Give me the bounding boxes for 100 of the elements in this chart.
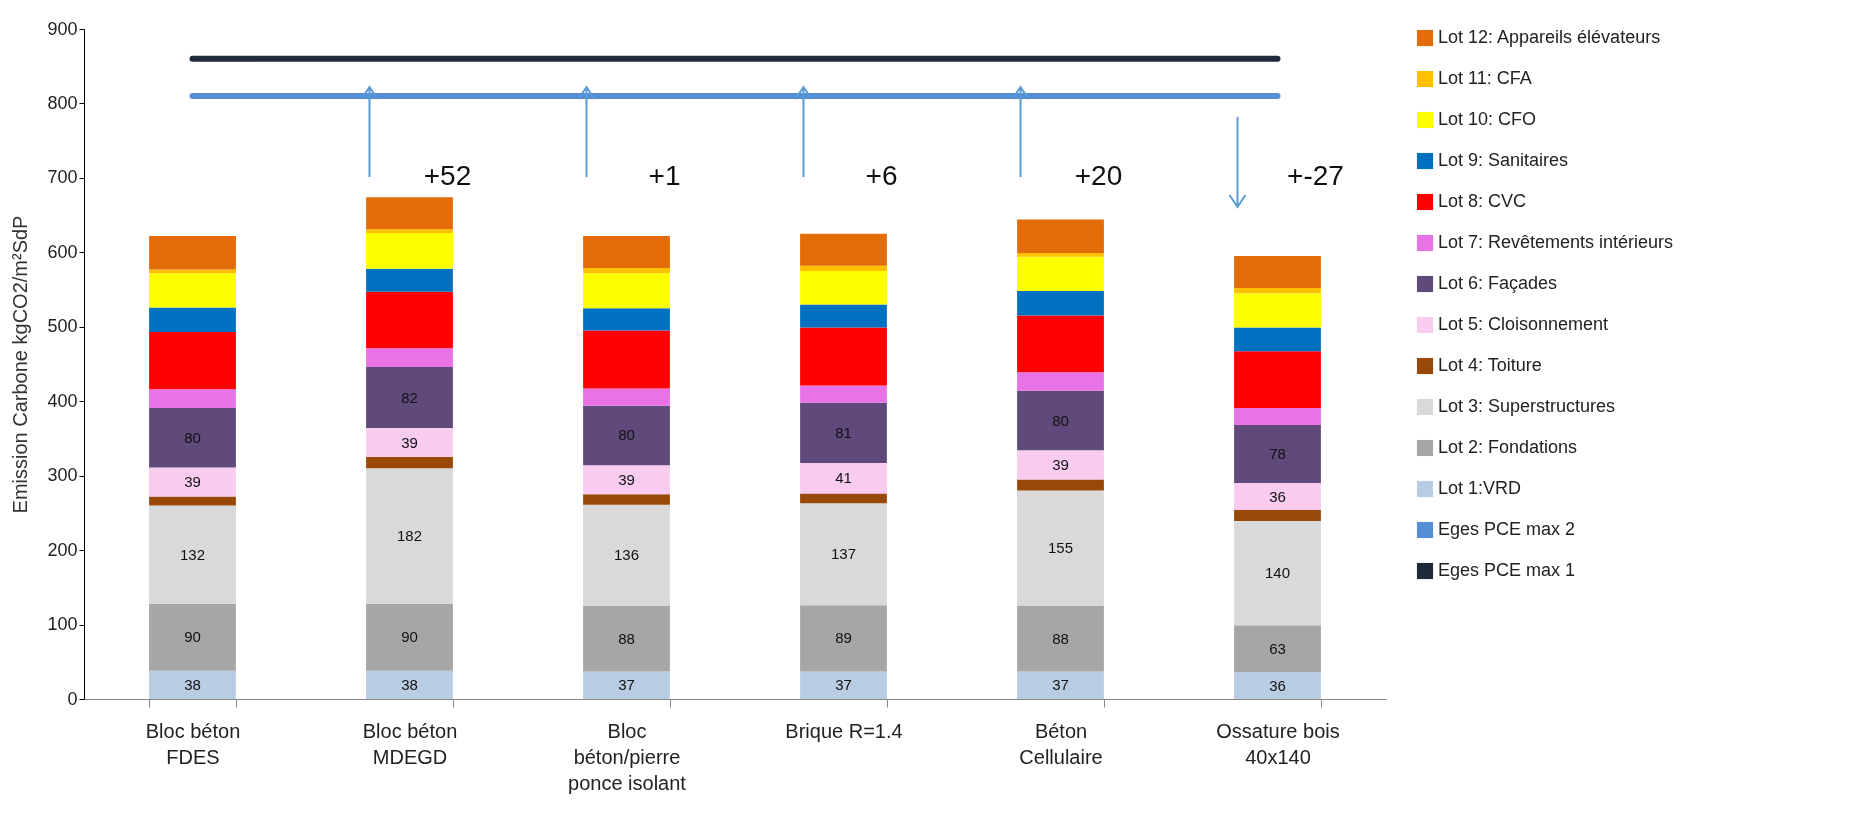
x-tick-label: Bloc béton FDES xyxy=(145,719,241,768)
data-label: 80 xyxy=(184,428,201,446)
bar xyxy=(800,265,887,271)
annotation: +52 xyxy=(423,160,472,191)
bar xyxy=(583,273,670,309)
data-label: 88 xyxy=(1052,629,1069,647)
bar xyxy=(583,235,670,268)
bar xyxy=(366,366,453,429)
data-label: 39 xyxy=(618,470,635,488)
data-label: 132 xyxy=(179,545,206,563)
bar xyxy=(1017,490,1104,606)
data-label: 80 xyxy=(618,426,635,444)
data-label: 137 xyxy=(830,545,857,563)
bar xyxy=(583,671,670,699)
bar xyxy=(1234,407,1321,426)
bar xyxy=(800,493,887,504)
bar xyxy=(149,670,236,699)
bar xyxy=(1017,219,1104,254)
data-label: 37 xyxy=(618,676,635,694)
bar xyxy=(149,496,236,506)
bar xyxy=(366,229,453,233)
legend-label: Lot 4: Toiture xyxy=(1438,355,1542,375)
bar xyxy=(1017,479,1104,491)
bar xyxy=(583,494,670,505)
bar xyxy=(583,330,670,389)
legend-label: Lot 11: CFA xyxy=(1438,68,1532,88)
bar xyxy=(800,605,887,672)
y-tick-label: 700 xyxy=(47,167,78,188)
bar xyxy=(149,269,236,274)
legend-label: Lot 12: Appareils élévateurs xyxy=(1438,27,1661,47)
data-label: 81 xyxy=(835,423,852,441)
bar xyxy=(149,505,236,604)
y-tick-label: 200 xyxy=(47,539,78,560)
x-tick-label: Brique R=1.4 xyxy=(785,719,903,742)
bar xyxy=(1017,605,1104,672)
bar xyxy=(1234,293,1321,328)
bar xyxy=(366,268,453,292)
bar xyxy=(1234,256,1321,289)
y-tick-label: 900 xyxy=(47,18,78,39)
bar xyxy=(1017,256,1104,292)
y-tick-label: 300 xyxy=(47,465,78,486)
data-label: 90 xyxy=(184,628,201,646)
data-label: 36 xyxy=(1269,676,1286,694)
bar xyxy=(149,235,236,270)
bar xyxy=(1017,372,1104,391)
legend-label: Lot 7: Revêtements intérieurs xyxy=(1438,232,1674,252)
data-label: 63 xyxy=(1269,639,1286,657)
bar xyxy=(583,308,670,331)
data-label: 155 xyxy=(1047,539,1074,557)
bar xyxy=(800,463,887,494)
data-label: 182 xyxy=(396,526,423,544)
bar xyxy=(1234,625,1321,673)
bar xyxy=(583,465,670,495)
data-label: 140 xyxy=(1264,564,1291,582)
bar xyxy=(583,405,670,466)
legend-label: Lot 6: Façades xyxy=(1438,273,1558,293)
data-label: 39 xyxy=(184,472,201,490)
legend-label: Lot 3: Superstructures xyxy=(1438,396,1616,416)
bar xyxy=(800,385,887,403)
bar xyxy=(800,270,887,305)
bar xyxy=(149,467,236,497)
bar xyxy=(1017,450,1104,480)
bar xyxy=(366,603,453,671)
bar xyxy=(583,605,670,672)
bar xyxy=(149,603,236,671)
data-label: 89 xyxy=(835,629,852,647)
bar xyxy=(1234,327,1321,352)
legend-label: Lot 1:VRD xyxy=(1438,478,1522,498)
data-label: 39 xyxy=(401,433,418,451)
x-tick-label: Bloc béton MDEGD xyxy=(362,719,458,768)
data-label: 136 xyxy=(613,546,640,564)
annotation: +6 xyxy=(865,160,898,191)
bar xyxy=(1234,521,1321,626)
bar xyxy=(366,197,453,230)
data-label: 78 xyxy=(1269,445,1286,463)
y-tick-label: 500 xyxy=(47,316,78,337)
bar xyxy=(583,267,670,274)
bar xyxy=(1234,351,1321,408)
legend-label: Lot 9: Sanitaires xyxy=(1438,150,1569,170)
bar xyxy=(366,291,453,349)
bar xyxy=(149,407,236,468)
y-axis-title: Emission Carbone kgCO2/m²SdP xyxy=(9,215,32,514)
legend-label: Eges PCE max 1 xyxy=(1438,560,1576,580)
bar xyxy=(1234,425,1321,484)
legend-label: Lot 8: CVC xyxy=(1438,191,1527,211)
bar xyxy=(1017,390,1104,451)
data-label: 41 xyxy=(835,469,852,487)
data-label: 38 xyxy=(401,675,418,693)
legend-label: Lot 5: Cloisonnement xyxy=(1438,314,1609,334)
bar xyxy=(149,273,236,308)
bar xyxy=(800,304,887,328)
y-tick-label: 0 xyxy=(67,688,78,709)
bar xyxy=(1017,253,1104,257)
x-tick-label: Bloc béton/pierre ponce isolant xyxy=(568,719,687,794)
bar xyxy=(1017,291,1104,316)
bar xyxy=(800,503,887,606)
x-tick-label: Ossature bois 40x140 xyxy=(1216,719,1340,768)
data-label: 37 xyxy=(1052,676,1069,694)
legend-label: Lot 10: CFO xyxy=(1438,109,1537,129)
bar xyxy=(800,402,887,464)
